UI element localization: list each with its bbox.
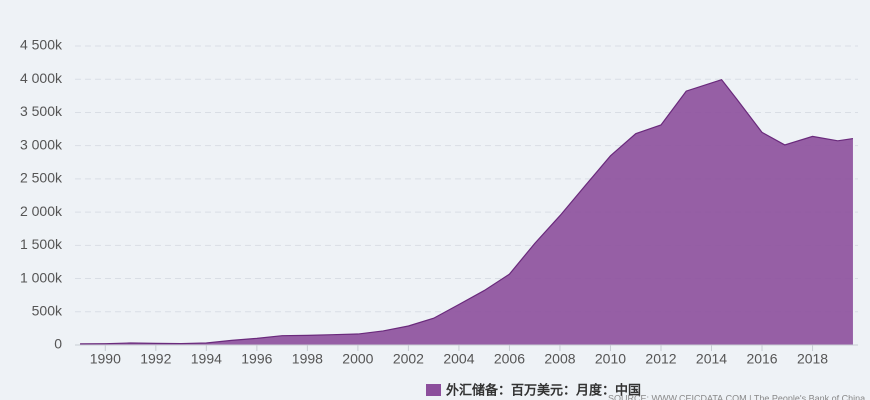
- legend-swatch: [426, 384, 441, 396]
- y-tick-label: 1 500k: [20, 236, 63, 252]
- y-tick-label: 4 500k: [20, 37, 63, 53]
- y-tick-label: 500k: [32, 302, 63, 318]
- y-tick-label: 2 500k: [20, 170, 63, 186]
- y-tick-label: 1 000k: [20, 269, 63, 285]
- x-tick-label: 2000: [342, 351, 373, 367]
- legend-label: 外汇储备：百万美元：月度：中国: [445, 382, 641, 397]
- x-tick-label: 2006: [494, 351, 525, 367]
- x-tick-label: 1996: [241, 351, 272, 367]
- x-tick-label: 2002: [393, 351, 424, 367]
- x-tick-label: 2016: [746, 351, 777, 367]
- x-tick-label: 1998: [292, 351, 323, 367]
- x-tick-label: 1994: [191, 351, 222, 367]
- x-tick-label: 2014: [696, 351, 727, 367]
- y-tick-label: 0: [54, 336, 62, 352]
- source: SOURCE: WWW.CEICDATA.COM | The People's …: [608, 393, 865, 400]
- y-tick-label: 2 000k: [20, 203, 63, 219]
- x-tick-label: 2018: [797, 351, 828, 367]
- y-tick-label: 3 500k: [20, 103, 63, 119]
- y-tick-label: 3 000k: [20, 136, 63, 152]
- x-tick-label: 1992: [140, 351, 171, 367]
- x-tick-label: 1990: [90, 351, 121, 367]
- area: [80, 79, 853, 346]
- x-tick-label: 2010: [595, 351, 626, 367]
- x-tick-label: 2012: [645, 351, 676, 367]
- y-tick-label: 4 000k: [20, 70, 63, 86]
- x-tick-label: 2008: [544, 351, 575, 367]
- x-tick-label: 2004: [443, 351, 474, 367]
- line: [80, 78, 854, 345]
